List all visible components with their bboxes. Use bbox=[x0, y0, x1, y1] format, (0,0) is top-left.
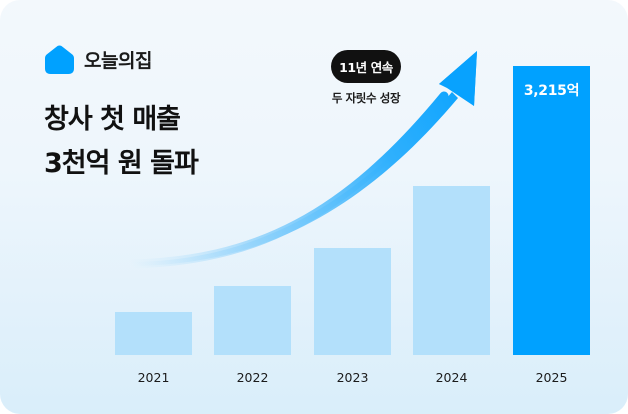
headline-line-2: 3천억 원 돌파 bbox=[44, 148, 199, 179]
bar-2022 bbox=[214, 286, 291, 355]
bar-value-label: 3,215억 bbox=[523, 83, 580, 99]
x-axis-label: 2022 bbox=[236, 370, 269, 385]
x-axis-label: 2025 bbox=[535, 370, 568, 385]
bar-2021 bbox=[115, 312, 192, 355]
bar-2024 bbox=[413, 186, 490, 355]
house-icon bbox=[45, 45, 74, 74]
streak-caption: 두 자릿수 성장 bbox=[331, 91, 401, 105]
page-title: 창사 첫 매출 3천억 원 돌파 bbox=[44, 98, 199, 186]
streak-badge: 11년 연속 bbox=[331, 50, 401, 83]
bar-2023 bbox=[314, 248, 391, 355]
x-axis-label: 2024 bbox=[435, 370, 468, 385]
brand-name: 오늘의집 bbox=[84, 50, 152, 72]
bar-2025: 3,215억 bbox=[513, 66, 590, 355]
x-axis-label: 2021 bbox=[137, 370, 170, 385]
brand-logo: 오늘의집 bbox=[44, 44, 152, 75]
headline-line-1: 창사 첫 매출 bbox=[44, 104, 181, 135]
x-axis-label: 2023 bbox=[336, 370, 369, 385]
